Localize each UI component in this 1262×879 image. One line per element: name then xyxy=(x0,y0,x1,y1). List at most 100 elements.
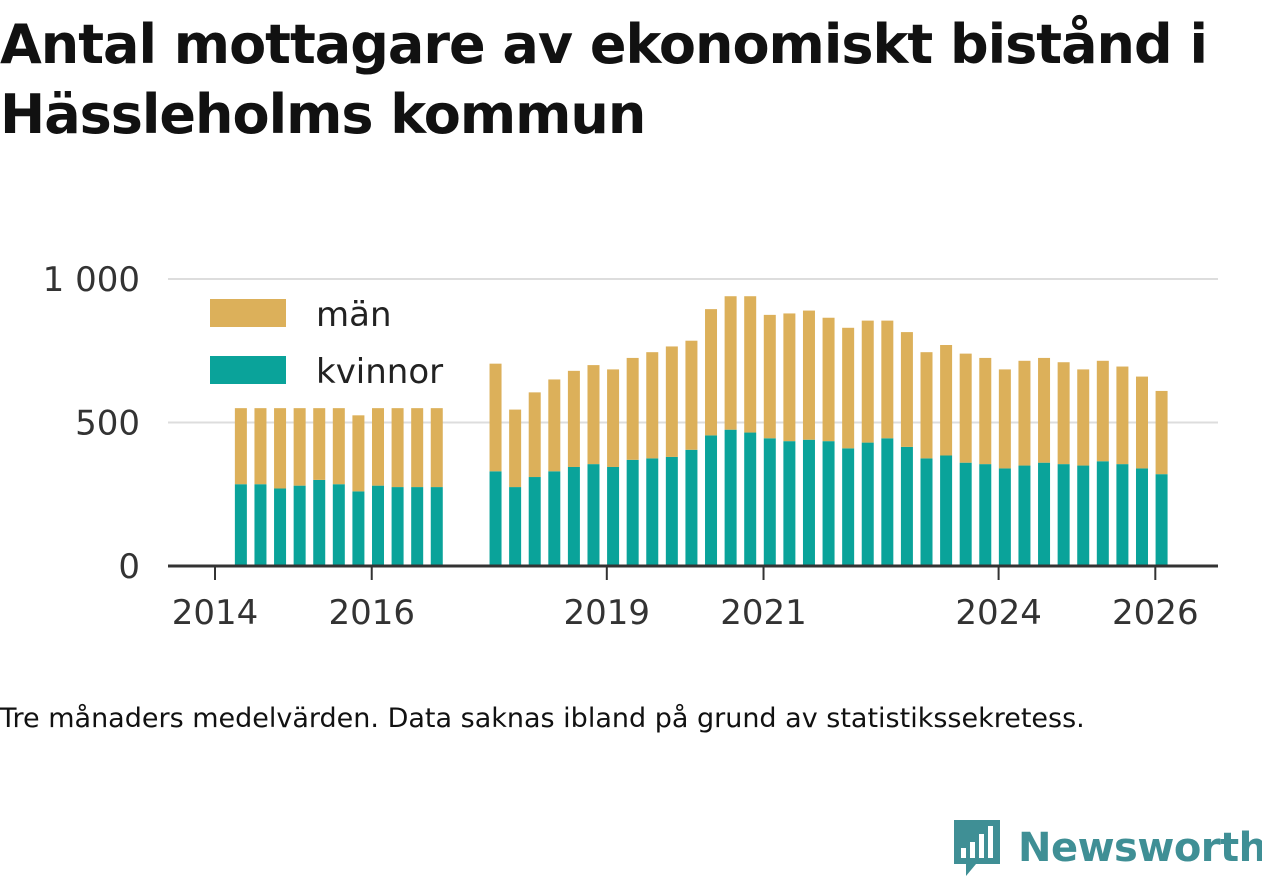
x-tick-label: 2024 xyxy=(955,593,1042,633)
bar-kvinnor xyxy=(900,446,913,566)
bar-man xyxy=(646,352,659,459)
bar-kvinnor xyxy=(1155,474,1168,566)
x-tick-label: 2019 xyxy=(564,593,651,633)
bar-kvinnor xyxy=(861,442,874,566)
bar-man xyxy=(489,363,502,472)
bar-kvinnor xyxy=(509,487,522,566)
bar-man xyxy=(1018,360,1031,466)
bar-man xyxy=(665,346,678,457)
bar-kvinnor xyxy=(489,471,502,566)
bar-kvinnor xyxy=(724,429,737,566)
bar-man xyxy=(509,409,522,488)
bar-man xyxy=(567,370,580,467)
bar-man xyxy=(234,408,247,485)
bar-man xyxy=(254,408,267,485)
bar-kvinnor xyxy=(979,464,992,566)
bar-man xyxy=(587,365,600,465)
bar-man xyxy=(1135,376,1148,469)
bar-man xyxy=(430,408,443,488)
bar-man xyxy=(332,408,345,485)
bar-kvinnor xyxy=(881,438,894,566)
bar-man xyxy=(1155,390,1168,475)
legend-swatch-kvinnor xyxy=(210,356,286,384)
bar-man xyxy=(1077,369,1090,466)
bar-kvinnor xyxy=(705,435,718,566)
brand-name: Newsworthy xyxy=(1018,825,1262,871)
bar-man xyxy=(861,320,874,443)
legend-label-man: män xyxy=(316,295,392,335)
bar-kvinnor xyxy=(1077,465,1090,566)
axes: 0 500 1 000 2014 2016 2019 2021 2024 2026 xyxy=(43,260,1218,633)
bar-kvinnor xyxy=(411,487,424,566)
bar-man xyxy=(822,317,835,442)
bar-man xyxy=(313,408,326,480)
x-tick-label: 2014 xyxy=(172,593,259,633)
newsworthy-logo-icon xyxy=(954,820,1000,876)
bar-kvinnor xyxy=(763,438,776,566)
bar-kvinnor xyxy=(274,488,287,566)
bar-kvinnor xyxy=(626,459,639,566)
bar-kvinnor xyxy=(293,485,306,566)
bar-man xyxy=(881,320,894,439)
bars xyxy=(234,296,1168,566)
bar-kvinnor xyxy=(783,441,796,566)
bar-kvinnor xyxy=(1135,468,1148,566)
footnote: Tre månaders medelvärden. Data saknas ib… xyxy=(0,703,1085,734)
x-tick-label: 2026 xyxy=(1112,593,1199,633)
bar-man xyxy=(979,357,992,465)
bar-kvinnor xyxy=(646,458,659,566)
bar-man xyxy=(842,327,855,449)
bar-kvinnor xyxy=(567,466,580,566)
bar-kvinnor xyxy=(685,449,698,566)
bar-man xyxy=(920,352,933,459)
bar-man xyxy=(274,408,287,489)
x-tick-label: 2016 xyxy=(328,593,415,633)
bar-man xyxy=(607,369,620,467)
bar-kvinnor xyxy=(430,487,443,566)
bar-kvinnor xyxy=(1038,462,1051,566)
bar-kvinnor xyxy=(1116,464,1129,566)
bar-kvinnor xyxy=(744,432,757,566)
bar-man xyxy=(391,408,404,488)
bar-kvinnor xyxy=(587,464,600,566)
bar-man xyxy=(685,340,698,450)
bar-man xyxy=(626,357,639,460)
bar-man xyxy=(802,310,815,440)
x-tick-label: 2021 xyxy=(720,593,807,633)
bar-man xyxy=(724,296,737,430)
bar-kvinnor xyxy=(920,458,933,566)
y-tick-label: 0 xyxy=(118,547,140,587)
bar-man xyxy=(1096,360,1109,462)
bar-kvinnor xyxy=(313,479,326,566)
bar-kvinnor xyxy=(234,484,247,566)
y-tick-label: 500 xyxy=(75,404,140,444)
bar-man xyxy=(705,309,718,436)
legend-swatch-man xyxy=(210,299,286,327)
bar-kvinnor xyxy=(842,448,855,566)
bar-kvinnor xyxy=(372,485,384,566)
bar-man xyxy=(744,296,757,433)
bar-kvinnor xyxy=(391,487,404,566)
bar-man xyxy=(940,345,953,456)
bar-kvinnor xyxy=(959,462,972,566)
chart-title: Antal mottagare av ekonomiskt bistånd i … xyxy=(0,13,1208,146)
bar-kvinnor xyxy=(998,468,1011,566)
bar-man xyxy=(900,332,913,447)
y-tick-label: 1 000 xyxy=(43,260,140,300)
bar-man xyxy=(763,314,776,439)
legend-label-kvinnor: kvinnor xyxy=(316,352,443,392)
bar-kvinnor xyxy=(940,455,953,566)
bar-man xyxy=(528,392,541,478)
bar-kvinnor xyxy=(1096,461,1109,566)
bar-man xyxy=(411,408,424,488)
bar-man xyxy=(1057,362,1070,465)
bar-man xyxy=(548,379,561,472)
bar-man xyxy=(783,313,796,442)
bar-man xyxy=(1116,366,1129,465)
brand[interactable]: Newsworthy xyxy=(952,818,1262,878)
bar-man xyxy=(959,353,972,463)
bar-kvinnor xyxy=(548,471,561,566)
bar-man xyxy=(293,408,306,486)
bar-kvinnor xyxy=(528,477,541,566)
